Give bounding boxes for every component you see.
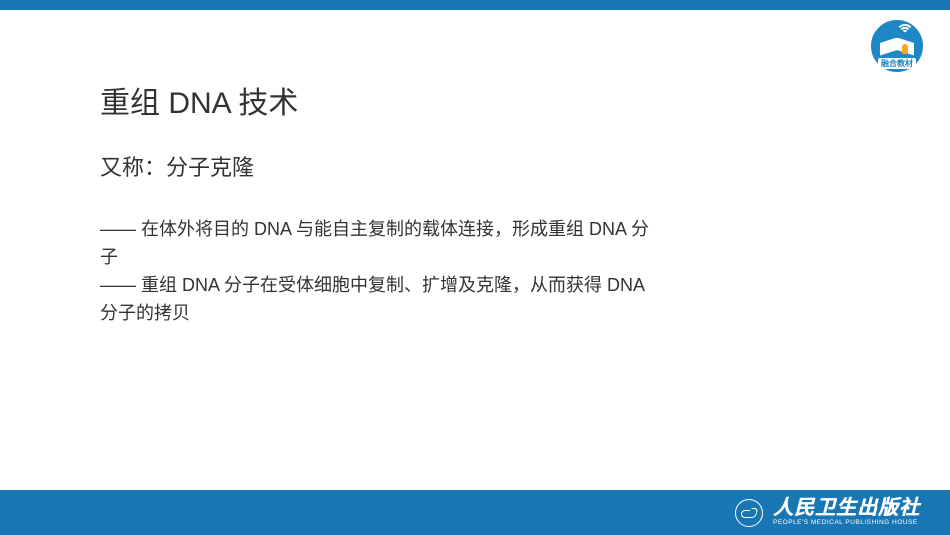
slide-content: 重组 DNA 技术 又称：分子克隆 —— 在体外将目的 DNA 与能自主复制的载… xyxy=(100,78,850,328)
textbook-badge: 融合教材 xyxy=(869,18,925,74)
footer-bar: 人民卫生出版社 PEOPLE'S MEDICAL PUBLISHING HOUS… xyxy=(0,490,950,535)
publisher-name-cn: 人民卫生出版社 xyxy=(773,498,920,518)
publisher-block: 人民卫生出版社 PEOPLE'S MEDICAL PUBLISHING HOUS… xyxy=(735,498,920,527)
publisher-logo-icon xyxy=(735,499,763,527)
body-line-2: —— 重组 DNA 分子在受体细胞中复制、扩增及克隆，从而获得 DNA 分子的拷… xyxy=(100,272,660,328)
slide-title: 重组 DNA 技术 xyxy=(100,78,850,122)
top-accent-bar xyxy=(0,0,950,10)
badge-label: 融合教材 xyxy=(878,58,916,69)
publisher-name-en: PEOPLE'S MEDICAL PUBLISHING HOUSE xyxy=(773,520,918,527)
slide-body: —— 在体外将目的 DNA 与能自主复制的载体连接，形成重组 DNA 分子 ——… xyxy=(100,216,660,328)
body-line-1: —— 在体外将目的 DNA 与能自主复制的载体连接，形成重组 DNA 分子 xyxy=(100,216,660,272)
slide-subtitle: 又称：分子克隆 xyxy=(100,150,850,182)
badge-icon xyxy=(878,26,916,56)
publisher-text: 人民卫生出版社 PEOPLE'S MEDICAL PUBLISHING HOUS… xyxy=(773,498,920,527)
